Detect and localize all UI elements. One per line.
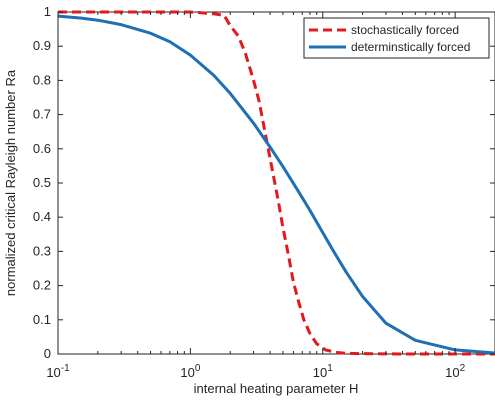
y-tick-label: 0.1: [33, 312, 51, 327]
y-tick-labels: 0 0.1 0.2 0.3 0.4 0.5 0.6 0.7 0.8 0.9 1: [33, 4, 51, 361]
x-tick-label: 101: [313, 363, 333, 380]
x-tick-label: 102: [445, 363, 465, 380]
y-tick-label: 1: [44, 4, 51, 19]
y-tick-label: 0.6: [33, 141, 51, 156]
y-tick-label: 0.9: [33, 38, 51, 53]
y-tick-label: 0.3: [33, 243, 51, 258]
y-tick-label: 0.7: [33, 107, 51, 122]
legend-label-deterministically-forced: determinstically forced: [351, 40, 470, 54]
axis-ticks: [57, 11, 495, 355]
y-tick-label: 0.8: [33, 72, 51, 87]
x-tick-labels: 10-1 100 101 102: [46, 363, 465, 380]
y-tick-label: 0.5: [33, 175, 51, 190]
y-axis-label: normalized critical Rayleigh number Ra: [3, 69, 18, 296]
plot-area: [57, 11, 495, 355]
series-lines: [57, 10, 495, 356]
legend-box: [303, 17, 490, 59]
y-tick-label: 0.4: [33, 209, 51, 224]
legend-label-stochastically-forced: stochastically forced: [351, 23, 459, 37]
x-tick-label: 10-1: [46, 363, 70, 380]
series-line-stochastically-forced: [58, 10, 495, 356]
series-line-determinstically-forced: [57, 14, 495, 355]
x-axis-label: internal heating parameter H: [194, 381, 359, 396]
y-tick-label: 0: [44, 346, 51, 361]
y-tick-label: 0.2: [33, 278, 51, 293]
x-tick-label: 100: [180, 363, 200, 380]
legend: stochastically forced determinstically f…: [303, 17, 490, 59]
